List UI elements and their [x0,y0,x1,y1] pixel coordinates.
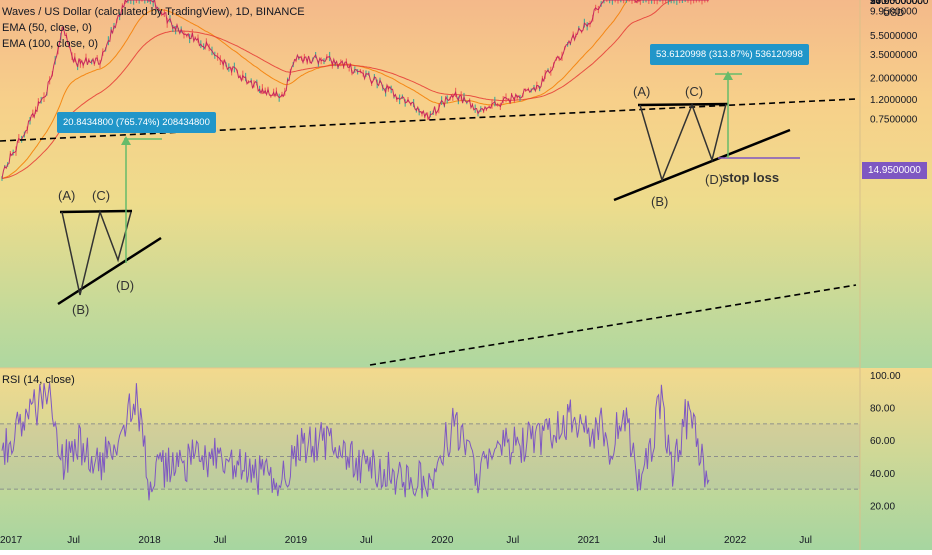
left-pattern-label: (D) [116,278,134,293]
price-axis-tick: 5.5000000 [870,31,918,42]
ema100-legend: EMA (100, close, 0) [2,38,98,50]
left-measure-arrowhead [121,136,131,145]
left-pattern-label: (B) [72,302,89,317]
time-axis-tick: Jul [799,535,812,546]
time-axis-tick: Jul [653,535,666,546]
right-pattern-label: (A) [633,84,650,99]
time-axis-tick: 2018 [138,535,161,546]
price-axis-tick: 1.2000000 [870,95,918,106]
measure-callout-left[interactable]: 20.8434800 (765.74%) 208434800 [57,112,216,133]
last-price-tag: 14.9500000 [862,162,927,179]
price-axis-tick: 17.9500000 [870,0,923,7]
price-axis-unit: USD [883,8,904,19]
left-pattern-support[interactable] [57,236,162,306]
time-axis-tick: 2019 [285,535,308,546]
price-axis-tick: 240.0000000 [870,0,929,7]
chart-title: Waves / US Dollar (calculated by Trading… [2,6,305,18]
rsi-legend: RSI (14, close) [2,372,75,388]
right-pattern-support[interactable] [613,128,791,202]
rsi-axis-tick: 100.00 [870,371,901,382]
price-axis-tick: 30.0000000 [870,0,923,7]
right-measure-arrowhead [723,71,733,80]
right-pattern-zigzag[interactable] [639,102,727,183]
time-axis-tick: Jul [67,535,80,546]
price-axis-tick: 9.9500000 [870,6,918,17]
price-axis-tick: 2.0000000 [870,73,918,84]
rsi-axis-tick: 20.00 [870,501,895,512]
right-pattern-resistance[interactable] [637,102,729,107]
left-pattern-resistance[interactable] [59,209,133,214]
rsi-axis-tick: 60.00 [870,436,895,447]
time-axis-tick: Jul [214,535,227,546]
rsi-line [1,383,710,501]
right-pattern-label: (C) [685,84,703,99]
price-axis-tick: 140.0000000 [870,0,929,7]
ema50-legend: EMA (50, close, 0) [2,22,92,34]
price-axis-tick: 3.5000000 [870,50,918,61]
left-pattern-zigzag[interactable] [61,209,132,296]
price-series-line [1,0,709,179]
price-axis-tick: 50.0000000 [870,0,923,7]
time-axis-tick: 2020 [431,535,454,546]
rsi-title: RSI (14, close) [2,374,75,386]
time-axis-tick: Jul [360,535,373,546]
lower-dashed-trendline[interactable] [369,284,857,366]
price-axis-tick: 0.7500000 [870,115,918,126]
chart-legend: Waves / US Dollar (calculated by Trading… [2,4,305,52]
price-axis-tick: 90.0000000 [870,0,923,7]
upper-dashed-trendline[interactable] [0,98,857,142]
ema100-line [1,0,709,179]
measure-callout-right[interactable]: 53.6120998 (313.87%) 536120998 [650,44,809,65]
right-pattern-label: (B) [651,194,668,209]
left-pattern-label: (A) [58,188,75,203]
stop-loss-label: stop loss [722,170,779,185]
time-axis-tick: Jul [506,535,519,546]
left-pattern-label: (C) [92,188,110,203]
rsi-axis-tick: 80.00 [870,404,895,415]
time-axis-tick: 2017 [0,535,23,546]
rsi-axis-tick: 40.00 [870,469,895,480]
time-axis-tick: 2021 [578,535,601,546]
time-axis-tick: 2022 [724,535,747,546]
right-pattern-label: (D) [705,172,723,187]
rsi-pane-background [0,368,932,550]
